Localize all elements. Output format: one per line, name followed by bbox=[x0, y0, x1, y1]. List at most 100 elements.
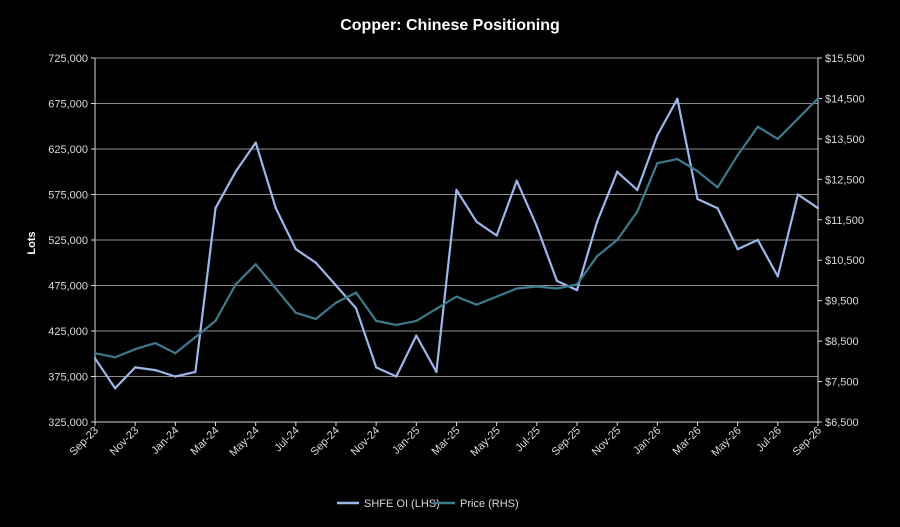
series-0-point bbox=[575, 288, 579, 292]
y2-tick-label: $9,500 bbox=[825, 296, 859, 308]
series-1-point bbox=[214, 319, 217, 323]
y-tick-label: 675,000 bbox=[48, 99, 88, 111]
series-0-point bbox=[656, 134, 659, 137]
series-1-point bbox=[455, 295, 458, 298]
series-1-point bbox=[234, 283, 237, 286]
y2-tick-label: $12,500 bbox=[825, 174, 865, 186]
series-1-point bbox=[716, 186, 719, 189]
series-0-point bbox=[475, 220, 478, 223]
series-1-point bbox=[696, 170, 699, 173]
series-0-point bbox=[274, 206, 277, 210]
series-1-point bbox=[796, 117, 800, 120]
chart-title: Copper: Chinese Positioning bbox=[340, 17, 560, 34]
x-tick-label: Nov-24 bbox=[349, 425, 383, 459]
y2-tick-label: $11,500 bbox=[825, 215, 864, 227]
y-tick-label: 575,000 bbox=[48, 190, 88, 202]
x-tick-label: Jan-24 bbox=[149, 425, 181, 457]
gridlines bbox=[95, 57, 818, 423]
series-1-point bbox=[816, 97, 820, 100]
series-1-point bbox=[595, 254, 599, 258]
series-1-point bbox=[515, 287, 518, 290]
x-tick-label: Sep-26 bbox=[791, 425, 825, 459]
series-0-point bbox=[696, 197, 699, 201]
series-0-point bbox=[495, 234, 498, 237]
series-0-point bbox=[796, 193, 800, 196]
series-1-point bbox=[174, 352, 177, 355]
series-lines bbox=[93, 97, 820, 390]
series-1-point bbox=[415, 319, 418, 323]
series-1-point bbox=[636, 210, 639, 213]
x-tick-label: Sep-23 bbox=[68, 425, 102, 459]
series-1-point bbox=[736, 153, 739, 157]
series-1-point bbox=[475, 303, 478, 306]
x-tick-label: Sep-24 bbox=[309, 425, 343, 459]
series-1-point bbox=[154, 341, 157, 345]
series-0-point bbox=[615, 170, 619, 173]
series-0-point bbox=[435, 370, 438, 374]
series-1-point bbox=[656, 161, 659, 165]
series-0-point bbox=[716, 206, 719, 210]
y-tick-label: 625,000 bbox=[48, 144, 88, 156]
series-0-point bbox=[374, 366, 378, 369]
series-0-point bbox=[133, 366, 137, 369]
legend-label-1: Price (RHS) bbox=[460, 498, 519, 510]
series-0-point bbox=[113, 387, 117, 390]
series-0-point bbox=[415, 334, 418, 337]
x-tick-label: May-25 bbox=[468, 425, 502, 459]
series-0-point bbox=[234, 170, 237, 173]
y2-tick-label: $8,500 bbox=[825, 336, 859, 348]
y2-tick-label: $15,500 bbox=[825, 53, 865, 65]
series-0-point bbox=[816, 206, 820, 210]
x-tick-label: Nov-25 bbox=[590, 425, 624, 459]
x-tick-label: Mar-25 bbox=[429, 425, 462, 458]
x-tick-label: Jul-24 bbox=[272, 425, 302, 455]
series-1-point bbox=[615, 238, 619, 242]
x-tick-label: Nov-23 bbox=[108, 425, 142, 459]
x-tick-label: Jul-26 bbox=[754, 425, 784, 455]
series-1-point bbox=[194, 335, 197, 339]
series-0-point bbox=[756, 238, 759, 242]
series-0-point bbox=[294, 247, 298, 251]
x-tick-label: Jan-26 bbox=[631, 425, 663, 457]
series-1-point bbox=[676, 157, 679, 161]
series-1-point bbox=[274, 287, 277, 290]
y2-tick-label: $14,500 bbox=[825, 93, 865, 105]
series-0-point bbox=[535, 225, 539, 228]
y-axis-label: Lots bbox=[26, 231, 38, 254]
series-1-point bbox=[495, 295, 498, 298]
x-tick-label: Mar-24 bbox=[188, 425, 221, 458]
series-1-point bbox=[294, 311, 298, 314]
series-line-0 bbox=[94, 97, 819, 390]
series-0-point bbox=[354, 307, 358, 310]
series-0-point bbox=[395, 375, 398, 378]
series-0-point bbox=[314, 261, 318, 264]
series-1-point bbox=[756, 125, 759, 128]
series-1-point bbox=[374, 319, 378, 323]
x-tick-label: May-24 bbox=[227, 425, 261, 459]
series-0-point bbox=[154, 368, 157, 372]
series-1-point bbox=[254, 263, 257, 266]
series-0-point bbox=[93, 357, 97, 360]
series-0-point bbox=[334, 284, 338, 287]
y2-tick-label: $10,500 bbox=[825, 255, 865, 267]
series-0-point bbox=[515, 179, 518, 183]
x-tick-label: Jul-25 bbox=[513, 425, 543, 455]
series-1-point bbox=[535, 285, 539, 288]
series-0-point bbox=[636, 188, 639, 192]
y-tick-label: 425,000 bbox=[48, 326, 88, 338]
y-tick-label: 525,000 bbox=[48, 235, 88, 247]
series-1-point bbox=[555, 287, 559, 290]
series-0-point bbox=[555, 279, 559, 283]
y-tick-label: 375,000 bbox=[48, 372, 88, 384]
series-0-point bbox=[174, 375, 177, 378]
series-0-point bbox=[194, 370, 197, 374]
series-line-1 bbox=[94, 97, 819, 359]
y2-tick-label: $13,500 bbox=[825, 134, 865, 146]
series-1-point bbox=[113, 356, 117, 359]
x-tick-label: Mar-26 bbox=[670, 425, 703, 458]
series-0-point bbox=[214, 206, 217, 210]
series-1-point bbox=[93, 352, 97, 355]
series-1-point bbox=[314, 317, 318, 321]
